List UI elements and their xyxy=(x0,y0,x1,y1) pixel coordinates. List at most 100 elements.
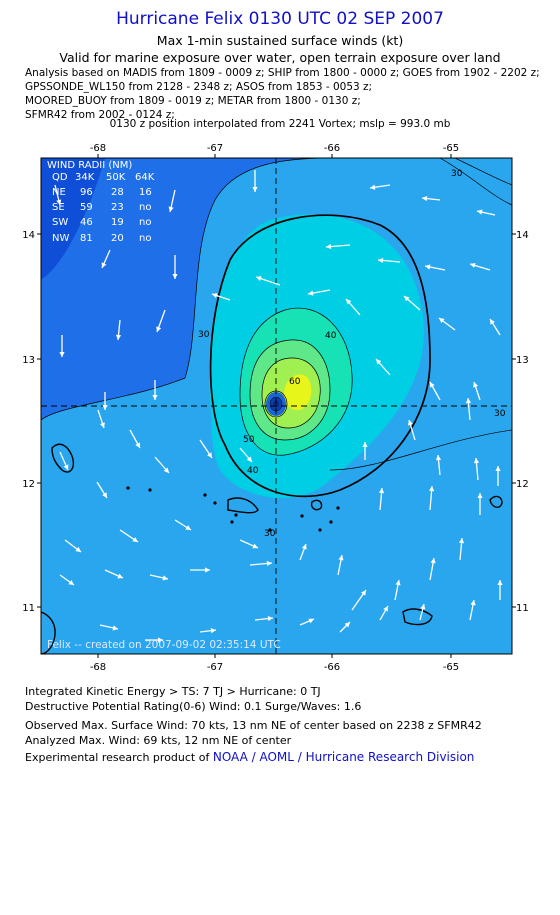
wind-arrow-head xyxy=(301,544,307,550)
wind-arrow-head xyxy=(210,628,216,634)
wind-arrow-head xyxy=(370,184,376,190)
lat-tick-label: 14 xyxy=(516,230,529,241)
wind-arrow-head xyxy=(152,395,158,400)
contour-labels: 30 40 50 60 30 40 30 30 xyxy=(198,169,506,539)
validity-note: Valid for marine exposure over water, op… xyxy=(59,50,501,65)
svg-text:SW: SW xyxy=(52,217,68,228)
lat-tick-label: 12 xyxy=(22,479,35,490)
wind-arrow-head xyxy=(470,600,476,606)
dpr-line: Destructive Potential Rating(0-6) Wind: … xyxy=(25,700,362,713)
product-credit: Experimental research product of NOAA / … xyxy=(25,750,474,765)
wind-arrow-head xyxy=(420,604,426,610)
wind-arrow-head xyxy=(117,573,123,579)
lat-tick-label: 14 xyxy=(22,230,35,241)
map-frame xyxy=(40,157,513,655)
contour-label: 30 xyxy=(451,169,463,179)
wind-arrow-head xyxy=(395,580,401,586)
wind-radii-title: WIND RADII (NM) xyxy=(47,160,132,171)
wind-radii-row: NW 81 20 no xyxy=(52,233,151,244)
svg-text:50K: 50K xyxy=(106,172,126,183)
wind-arrow-head xyxy=(430,382,435,388)
wind-arrow-head xyxy=(428,486,435,492)
wind-arrow-head xyxy=(252,187,258,192)
contour-label: 30 xyxy=(198,330,210,340)
lon-tick-label: -66 xyxy=(324,143,340,154)
wind-arrow-head xyxy=(473,382,479,388)
svg-text:59: 59 xyxy=(80,202,93,213)
wind-arrow-head xyxy=(495,466,501,471)
wind-arrow-head xyxy=(308,618,314,624)
island-los-roques xyxy=(227,497,259,514)
wind-arrow-head xyxy=(135,442,140,448)
wind-arrow-head xyxy=(378,257,384,264)
low-wind-region xyxy=(41,158,105,280)
lon-tick-label: -65 xyxy=(443,143,459,154)
island-margarita xyxy=(402,608,433,626)
wind-arrow-head xyxy=(477,209,483,215)
svg-text:64K: 64K xyxy=(135,172,155,183)
page-title: Hurricane Felix 0130 UTC 02 SEP 2007 xyxy=(116,9,444,29)
wind-arrow-head xyxy=(172,274,178,279)
lon-tick-label: -67 xyxy=(207,662,223,673)
wind-arrow-head xyxy=(99,422,105,428)
wind-arrow-head xyxy=(407,420,413,426)
lat-tick-label: 12 xyxy=(516,479,529,490)
wind-arrow-head xyxy=(158,637,163,643)
wind-arrow-head xyxy=(346,299,352,305)
land-outlines xyxy=(41,443,503,654)
lon-labels-top: -68 -67 -66 -65 xyxy=(90,143,459,154)
wind-arrow-head xyxy=(404,296,410,302)
wind-arrow-head xyxy=(168,206,174,212)
analysis-line: SFMR42 from 2002 - 0124 z; xyxy=(25,109,175,121)
wind-arrow-head xyxy=(326,243,332,250)
wind-arrow-head xyxy=(439,318,445,324)
wind-arrow-head xyxy=(252,543,258,549)
island-aruba xyxy=(51,443,74,473)
wind-arrow-head xyxy=(477,493,483,498)
svg-text:no: no xyxy=(139,233,151,244)
wind-arrow-head xyxy=(101,262,107,268)
svg-text:SE: SE xyxy=(52,202,65,213)
wind-arrow-head xyxy=(435,455,442,461)
contour-label: 40 xyxy=(325,331,337,341)
wind-arrow-head xyxy=(308,290,314,296)
wind-arrow-head xyxy=(102,492,107,498)
island-grenada xyxy=(489,495,503,508)
analysis-sources: Analysis based on MADIS from 1809 - 0009… xyxy=(25,66,540,122)
lat-tick-label: 13 xyxy=(516,355,529,366)
axis-ticks xyxy=(37,154,516,658)
svg-text:NW: NW xyxy=(52,233,69,244)
wind-arrow-head xyxy=(246,456,252,462)
lat-labels-left: 14 13 12 11 xyxy=(22,230,35,614)
wind-arrow-head xyxy=(102,405,108,410)
lat-tick-label: 11 xyxy=(516,603,529,614)
wind-arrow-head xyxy=(376,359,382,365)
wind-arrow-head xyxy=(383,606,388,612)
center-crosshair xyxy=(41,158,512,654)
wind-arrow-head xyxy=(267,615,273,622)
wind-map: -68 -67 -66 -65 -68 -67 -66 -65 14 13 12… xyxy=(22,143,529,673)
svg-text:no: no xyxy=(139,217,151,228)
island-small xyxy=(310,499,323,511)
svg-text:NE: NE xyxy=(52,187,66,198)
svg-text:81: 81 xyxy=(80,233,93,244)
hrd-link[interactable]: NOAA / AOML / Hurricane Research Divisio… xyxy=(212,750,475,764)
coast-venezuela xyxy=(41,611,56,654)
svg-text:16: 16 xyxy=(139,187,152,198)
wind-radii-row: SW 46 19 no xyxy=(52,217,151,228)
wind-radii-row: NE 96 28 16 xyxy=(52,187,152,198)
svg-text:20: 20 xyxy=(111,233,124,244)
svg-text:23: 23 xyxy=(111,202,124,213)
wind-arrow-head xyxy=(338,555,344,561)
wind-arrow-head xyxy=(256,276,262,282)
contour-label: 60 xyxy=(289,377,301,387)
lon-tick-label: -67 xyxy=(207,143,223,154)
wind-arrow-head xyxy=(361,590,366,596)
lon-tick-label: -66 xyxy=(324,662,340,673)
lat-tick-label: 11 xyxy=(22,603,35,614)
wind-arrow-head xyxy=(458,538,465,544)
position-note: 0130 z position interpolated from 2241 V… xyxy=(109,118,451,130)
contour-label: 40 xyxy=(247,466,259,476)
lon-tick-label: -68 xyxy=(90,143,106,154)
svg-text:no: no xyxy=(139,202,151,213)
